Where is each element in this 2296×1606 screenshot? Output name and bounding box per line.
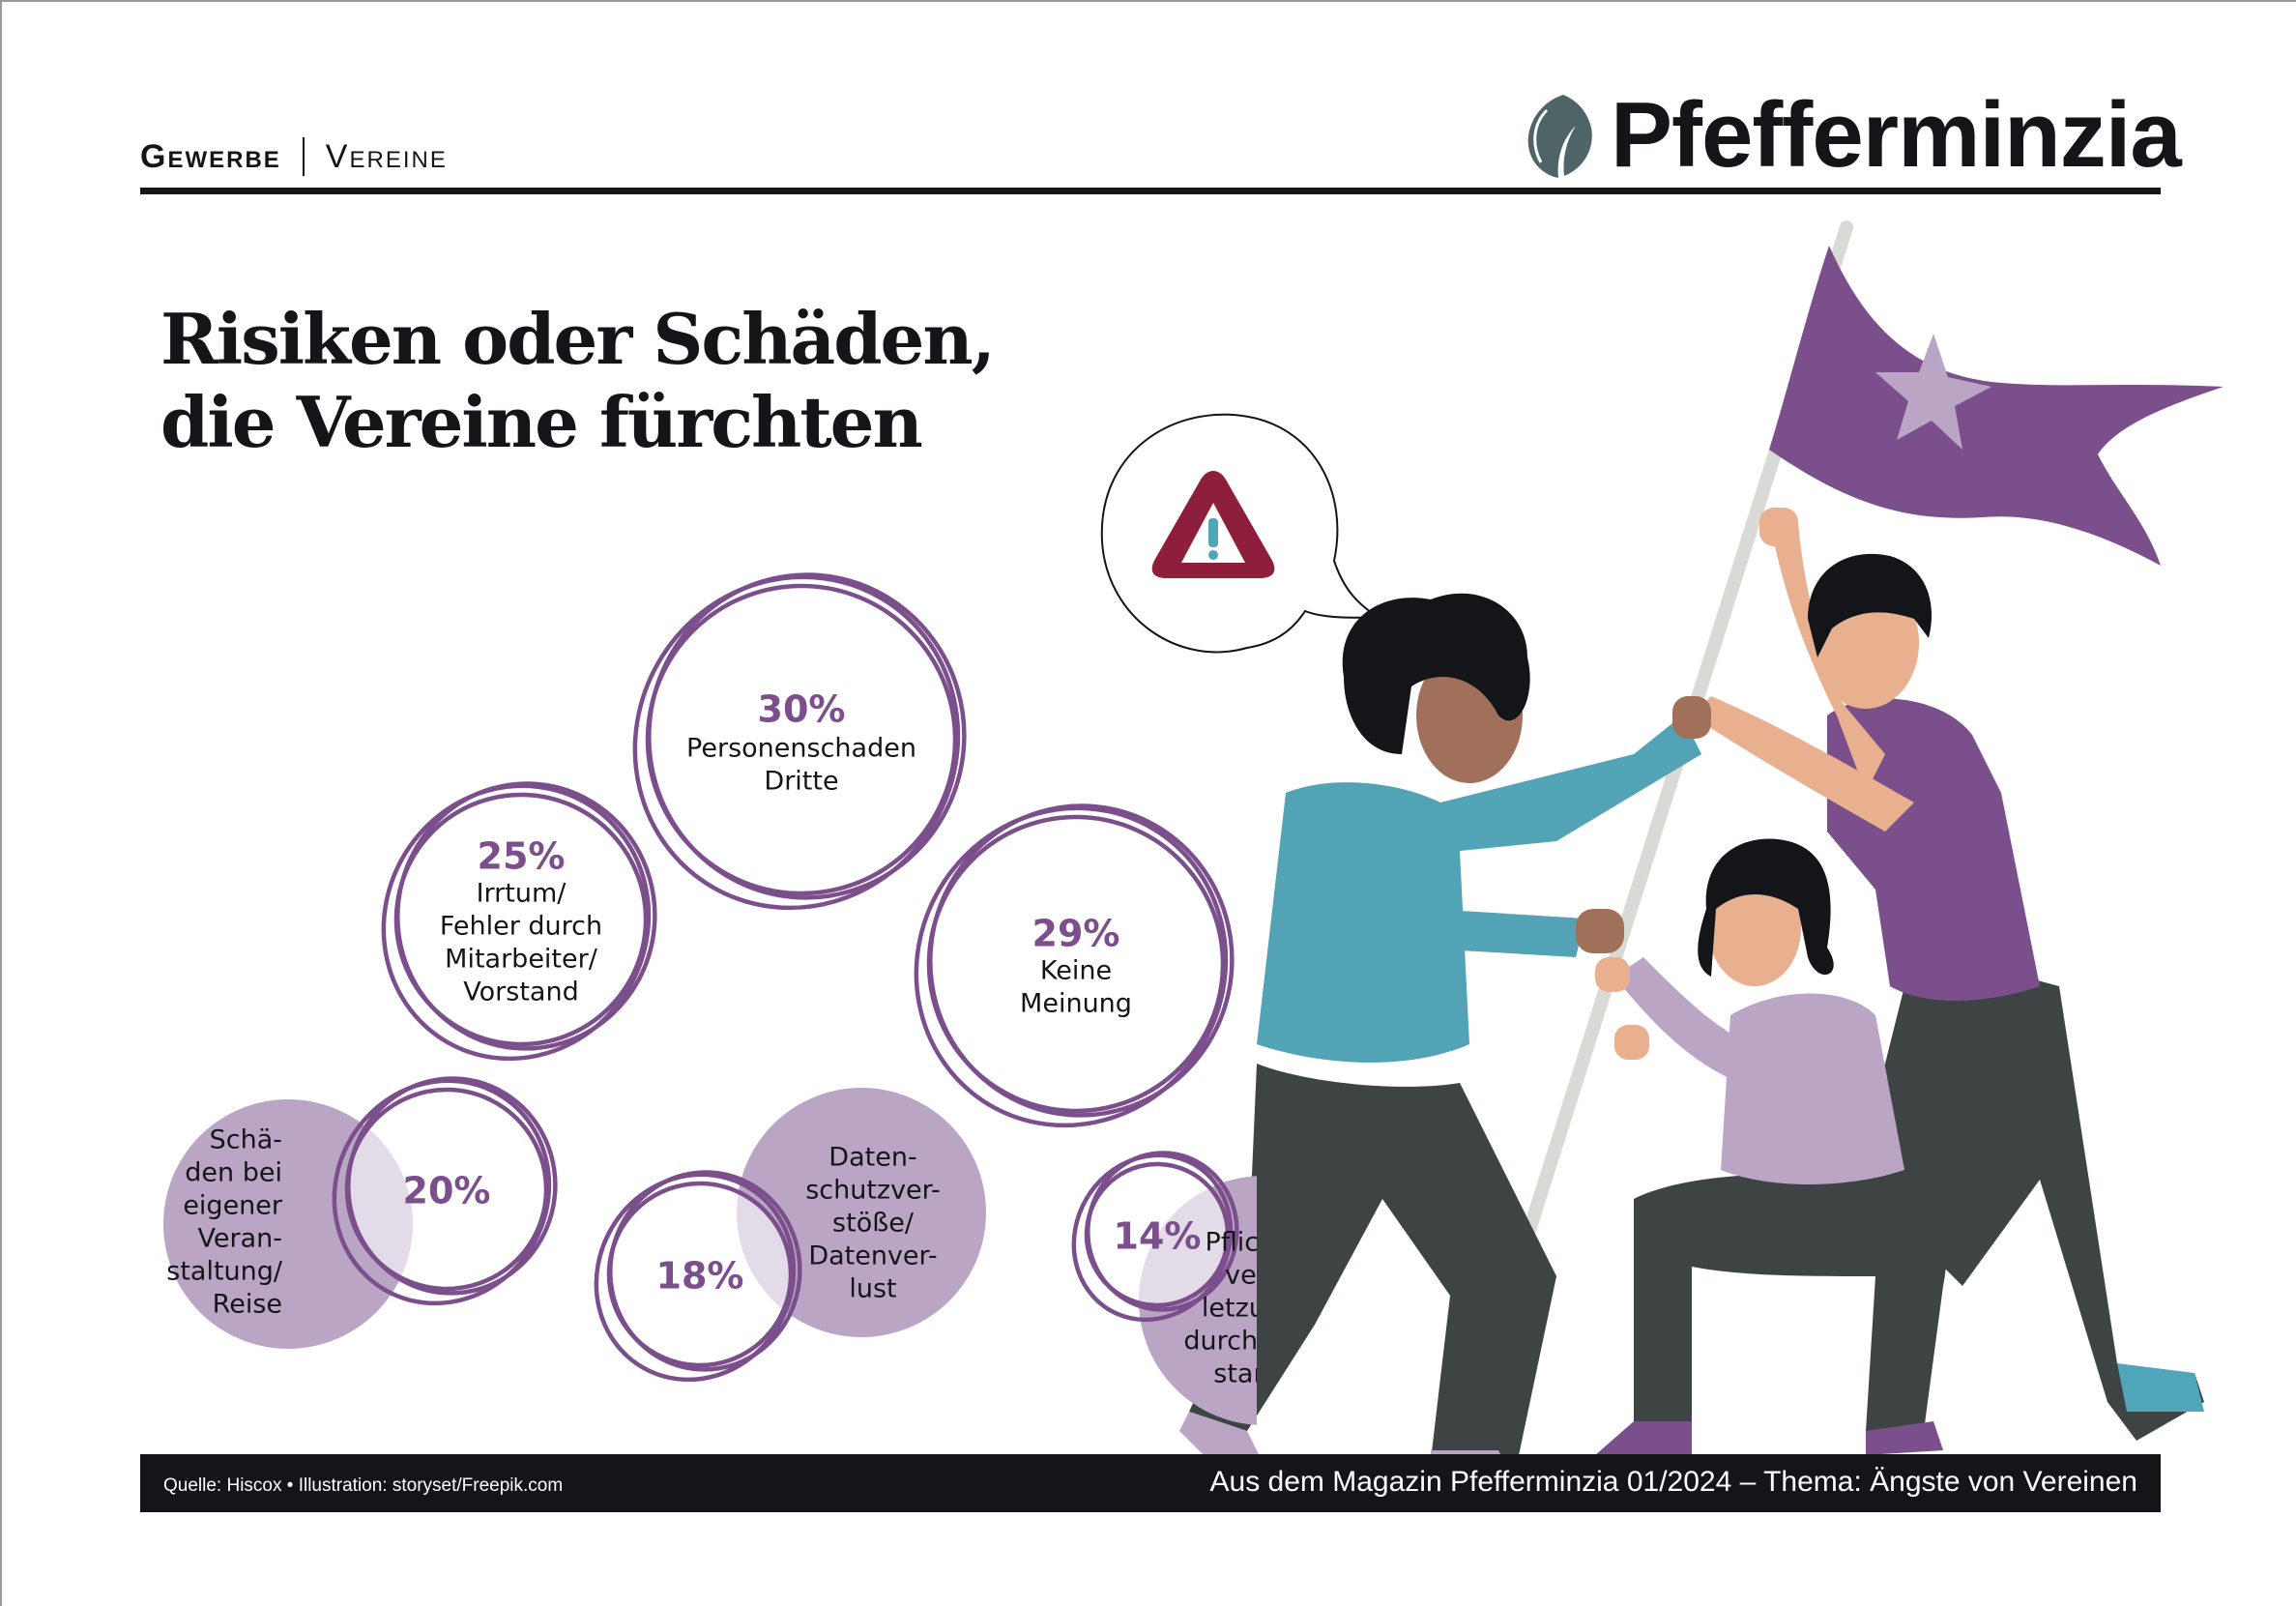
category-label: stöße/ bbox=[832, 1209, 915, 1239]
bubble-ring bbox=[608, 1170, 802, 1372]
category-label: Meinung bbox=[1020, 989, 1132, 1019]
section-label: Gewerbe bbox=[140, 137, 281, 175]
bubble-ring bbox=[1071, 1153, 1234, 1323]
category-label: ver- bbox=[1225, 1261, 1257, 1291]
source-credit: Quelle: Hiscox • Illustration: storyset/… bbox=[163, 1475, 564, 1496]
breadcrumb: Gewerbe Vereine bbox=[140, 137, 448, 176]
illustration bbox=[1100, 220, 2223, 1460]
category-label: schutzver- bbox=[805, 1176, 941, 1206]
bubble-ring bbox=[647, 572, 967, 900]
warning-icon bbox=[1151, 471, 1275, 578]
logo: Pfefferminzia bbox=[1520, 83, 2182, 187]
category-label: Personenschaden bbox=[686, 734, 916, 764]
bubble-ring bbox=[1086, 1151, 1239, 1312]
title-line-2: die Vereine fürchten bbox=[160, 381, 923, 463]
bubble-ring bbox=[346, 1076, 558, 1296]
bubble-ring bbox=[381, 783, 652, 1062]
bubble-ring-bg bbox=[648, 586, 955, 893]
title-line-1: Risiken oder Schäden, bbox=[160, 298, 996, 380]
value-label: 20% bbox=[403, 1170, 491, 1212]
magazine-credit: Aus dem Magazin Pfefferminzia 01/2024 – … bbox=[1209, 1466, 2137, 1498]
bubble-ring-bg bbox=[347, 1090, 546, 1289]
speech-bubble bbox=[1100, 413, 1381, 654]
footer-bar: Quelle: Hiscox • Illustration: storyset/… bbox=[140, 1454, 2161, 1512]
category-label: Mitarbeiter/ bbox=[445, 945, 598, 975]
category-label: Reise bbox=[213, 1290, 282, 1320]
divider bbox=[302, 137, 305, 176]
person-kneeling bbox=[1595, 838, 1947, 1455]
leaf-icon bbox=[1527, 95, 1592, 178]
category-label: Pflicht- bbox=[1205, 1228, 1257, 1258]
category-label: lust bbox=[849, 1274, 896, 1304]
bubble-ring bbox=[632, 574, 961, 911]
category-label: staltung/ bbox=[166, 1257, 283, 1287]
category-label: eigener bbox=[183, 1191, 283, 1221]
category-label: Dritte bbox=[764, 767, 838, 797]
category-label: stand bbox=[1213, 1359, 1257, 1389]
category-label: Fehler durch bbox=[440, 912, 602, 942]
value-label: 25% bbox=[478, 835, 566, 878]
logo-text: Pfefferminzia bbox=[1611, 83, 2182, 187]
person-right bbox=[1692, 508, 2204, 1441]
value-label: 18% bbox=[656, 1255, 744, 1298]
bubble-ring bbox=[395, 781, 657, 1051]
value-label: 29% bbox=[1032, 913, 1120, 955]
category-label: durch Vor- bbox=[1183, 1327, 1257, 1357]
value-label: 30% bbox=[758, 688, 846, 731]
subsection-label: Vereine bbox=[325, 137, 448, 175]
category-label: Schä- bbox=[210, 1125, 282, 1155]
bubble-ring-bg bbox=[396, 795, 646, 1044]
header-rule bbox=[140, 188, 2161, 194]
category-label: Datenver- bbox=[808, 1241, 937, 1271]
bubble-ring bbox=[332, 1078, 552, 1306]
bubble-ring-bg bbox=[929, 817, 1223, 1111]
category-label: den bei bbox=[185, 1158, 282, 1188]
bubble-ring-bg bbox=[609, 1183, 791, 1365]
page-title: Risiken oder Schäden, die Vereine fürcht… bbox=[160, 298, 996, 464]
value-label: 14% bbox=[1114, 1215, 1202, 1258]
category-label: letzung bbox=[1202, 1294, 1257, 1324]
bubble-ring bbox=[914, 805, 1229, 1128]
bubble-ring bbox=[594, 1172, 797, 1383]
category-label: Daten- bbox=[828, 1143, 916, 1173]
person-left bbox=[1179, 593, 1711, 1460]
category-label: Keine bbox=[1040, 956, 1112, 986]
bubble-ring bbox=[928, 803, 1235, 1118]
bubble-ring-bg bbox=[1087, 1164, 1228, 1305]
category-label: Veran- bbox=[198, 1224, 283, 1254]
category-label: Vorstand bbox=[463, 978, 578, 1007]
category-label: Irrtum/ bbox=[477, 879, 567, 909]
